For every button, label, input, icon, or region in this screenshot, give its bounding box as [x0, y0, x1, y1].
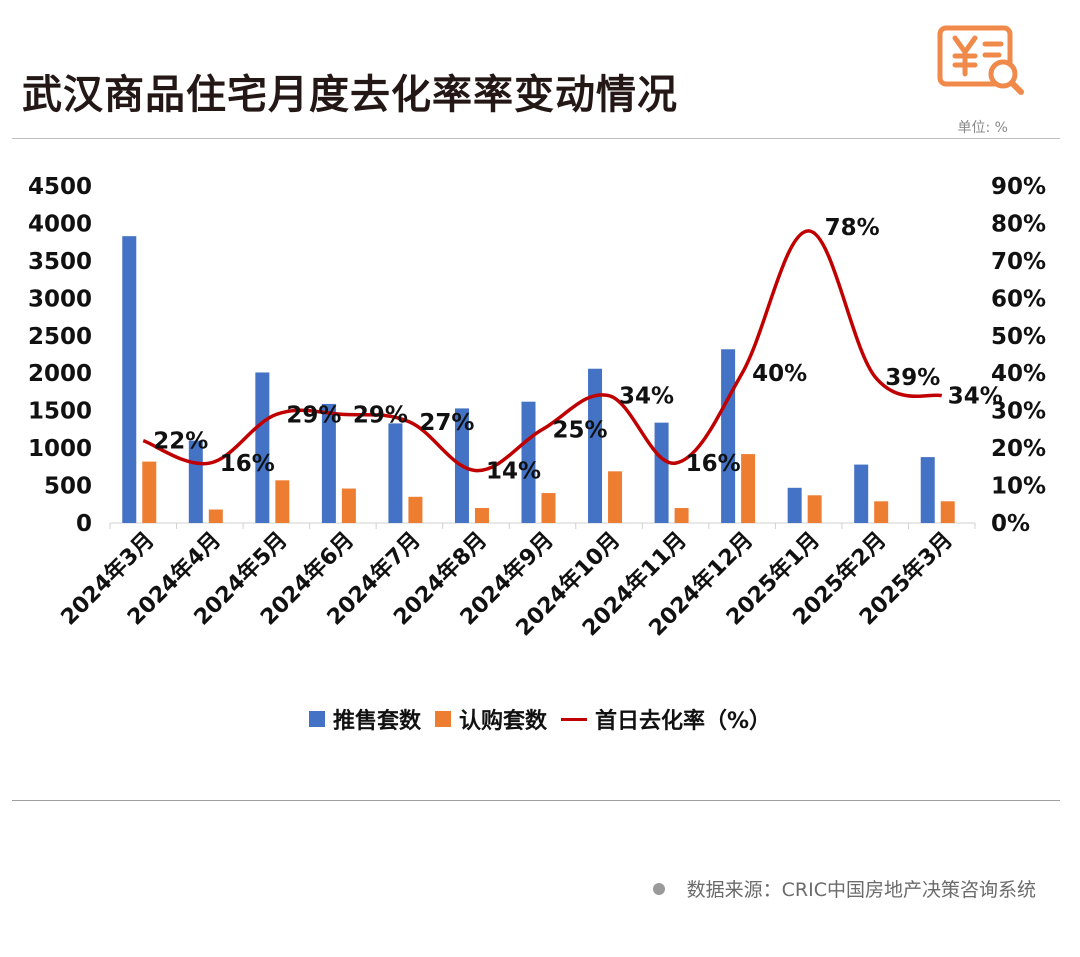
- bar-subscription: [208, 509, 223, 523]
- rate-data-label: 34%: [948, 384, 1003, 410]
- bar-subscription: [275, 480, 290, 523]
- source-text: 数据来源：CRIC中国房地产决策咨询系统: [686, 879, 1036, 901]
- y-right-tick-label: 50%: [991, 324, 1046, 350]
- bar-supply: [388, 423, 403, 523]
- rate-data-label: 27%: [419, 410, 474, 436]
- bar-supply: [122, 236, 137, 524]
- bar-supply: [721, 349, 736, 523]
- legend-swatch-rate: [560, 717, 587, 721]
- y-left-tick-label: 1500: [28, 399, 92, 425]
- legend-swatch-subscription: [434, 711, 451, 727]
- rate-data-label: 16%: [686, 451, 741, 477]
- bar-supply: [654, 422, 669, 523]
- rate-data-label: 29%: [286, 402, 341, 428]
- chart-legend: 推售套数 认购套数 首日去化率（%）: [0, 703, 1080, 735]
- y-right-tick-label: 80%: [991, 211, 1046, 237]
- y-left-tick-label: 4500: [28, 174, 92, 200]
- legend-label-subscription: 认购套数: [458, 709, 547, 734]
- y-right-tick-label: 60%: [991, 286, 1046, 312]
- legend-label-rate: 首日去化率（%）: [594, 709, 772, 734]
- y-left-tick-label: 2500: [28, 324, 92, 350]
- bar-supply: [854, 464, 869, 523]
- rate-data-label: 14%: [486, 459, 541, 485]
- y-left-tick-label: 1000: [28, 436, 92, 462]
- rate-data-label: 16%: [220, 451, 275, 477]
- data-source: 数据来源：CRIC中国房地产决策咨询系统: [652, 875, 1036, 902]
- legend-item-rate: 首日去化率（%）: [560, 703, 772, 735]
- bar-supply: [521, 401, 536, 523]
- rate-data-label: 22%: [153, 429, 208, 455]
- y-right-tick-label: 90%: [991, 174, 1046, 200]
- rate-data-label: 34%: [619, 384, 674, 410]
- y-right-tick-label: 70%: [991, 249, 1046, 275]
- rate-data-label: 78%: [825, 215, 880, 241]
- rate-data-label: 25%: [553, 417, 608, 443]
- y-left-tick-label: 3000: [28, 286, 92, 312]
- legend-item-supply: 推售套数: [308, 703, 421, 735]
- y-left-tick-label: 500: [44, 474, 92, 500]
- bar-subscription: [608, 471, 623, 523]
- y-left-tick-label: 0: [76, 511, 92, 537]
- bar-subscription: [541, 493, 556, 523]
- combo-chart: 0 500 1000 1500 2000 2500 3000 3500 4000 4500 0% 10…: [28, 174, 1046, 641]
- legend-swatch-supply: [308, 711, 325, 727]
- unit-label: 单位: %: [957, 120, 1008, 136]
- bullet-icon: [652, 882, 665, 895]
- bar-subscription: [874, 501, 889, 523]
- bar-supply: [787, 487, 802, 523]
- y-left-tick-label: 2000: [28, 361, 92, 387]
- y-right-tick-label: 40%: [991, 361, 1046, 387]
- bar-supply: [321, 403, 336, 523]
- bar-subscription: [674, 508, 689, 523]
- y-right-tick-label: 10%: [991, 474, 1046, 500]
- bar-subscription: [408, 496, 423, 523]
- bar-subscription: [474, 508, 489, 523]
- y-left-tick-label: 3500: [28, 249, 92, 275]
- rate-data-label: 29%: [353, 402, 408, 428]
- y-left-tick-label: 4000: [28, 211, 92, 237]
- bar-subscription: [807, 495, 822, 523]
- bar-supply: [588, 368, 603, 523]
- header-divider: [12, 138, 1060, 139]
- bar-subscription: [341, 488, 356, 523]
- bar-subscription: [940, 501, 955, 523]
- yuan-document-search-icon: [935, 22, 1027, 98]
- footer-divider: [12, 800, 1060, 801]
- legend-label-supply: 推售套数: [332, 709, 421, 734]
- bar-subscription: [142, 461, 157, 523]
- bar-subscription: [741, 454, 756, 523]
- y-right-tick-label: 0%: [991, 511, 1030, 537]
- legend-item-subscription: 认购套数: [434, 703, 547, 735]
- y-right-tick-label: 20%: [991, 436, 1046, 462]
- page-title: 武汉商品住宅月度去化率率变动情况: [22, 72, 678, 118]
- y-right-tick-label: 30%: [991, 399, 1046, 425]
- bar-supply: [920, 457, 935, 523]
- rate-data-label: 39%: [885, 365, 940, 391]
- rate-line: [142, 229, 943, 473]
- rate-data-label: 40%: [752, 361, 807, 387]
- bar-supply: [255, 372, 270, 523]
